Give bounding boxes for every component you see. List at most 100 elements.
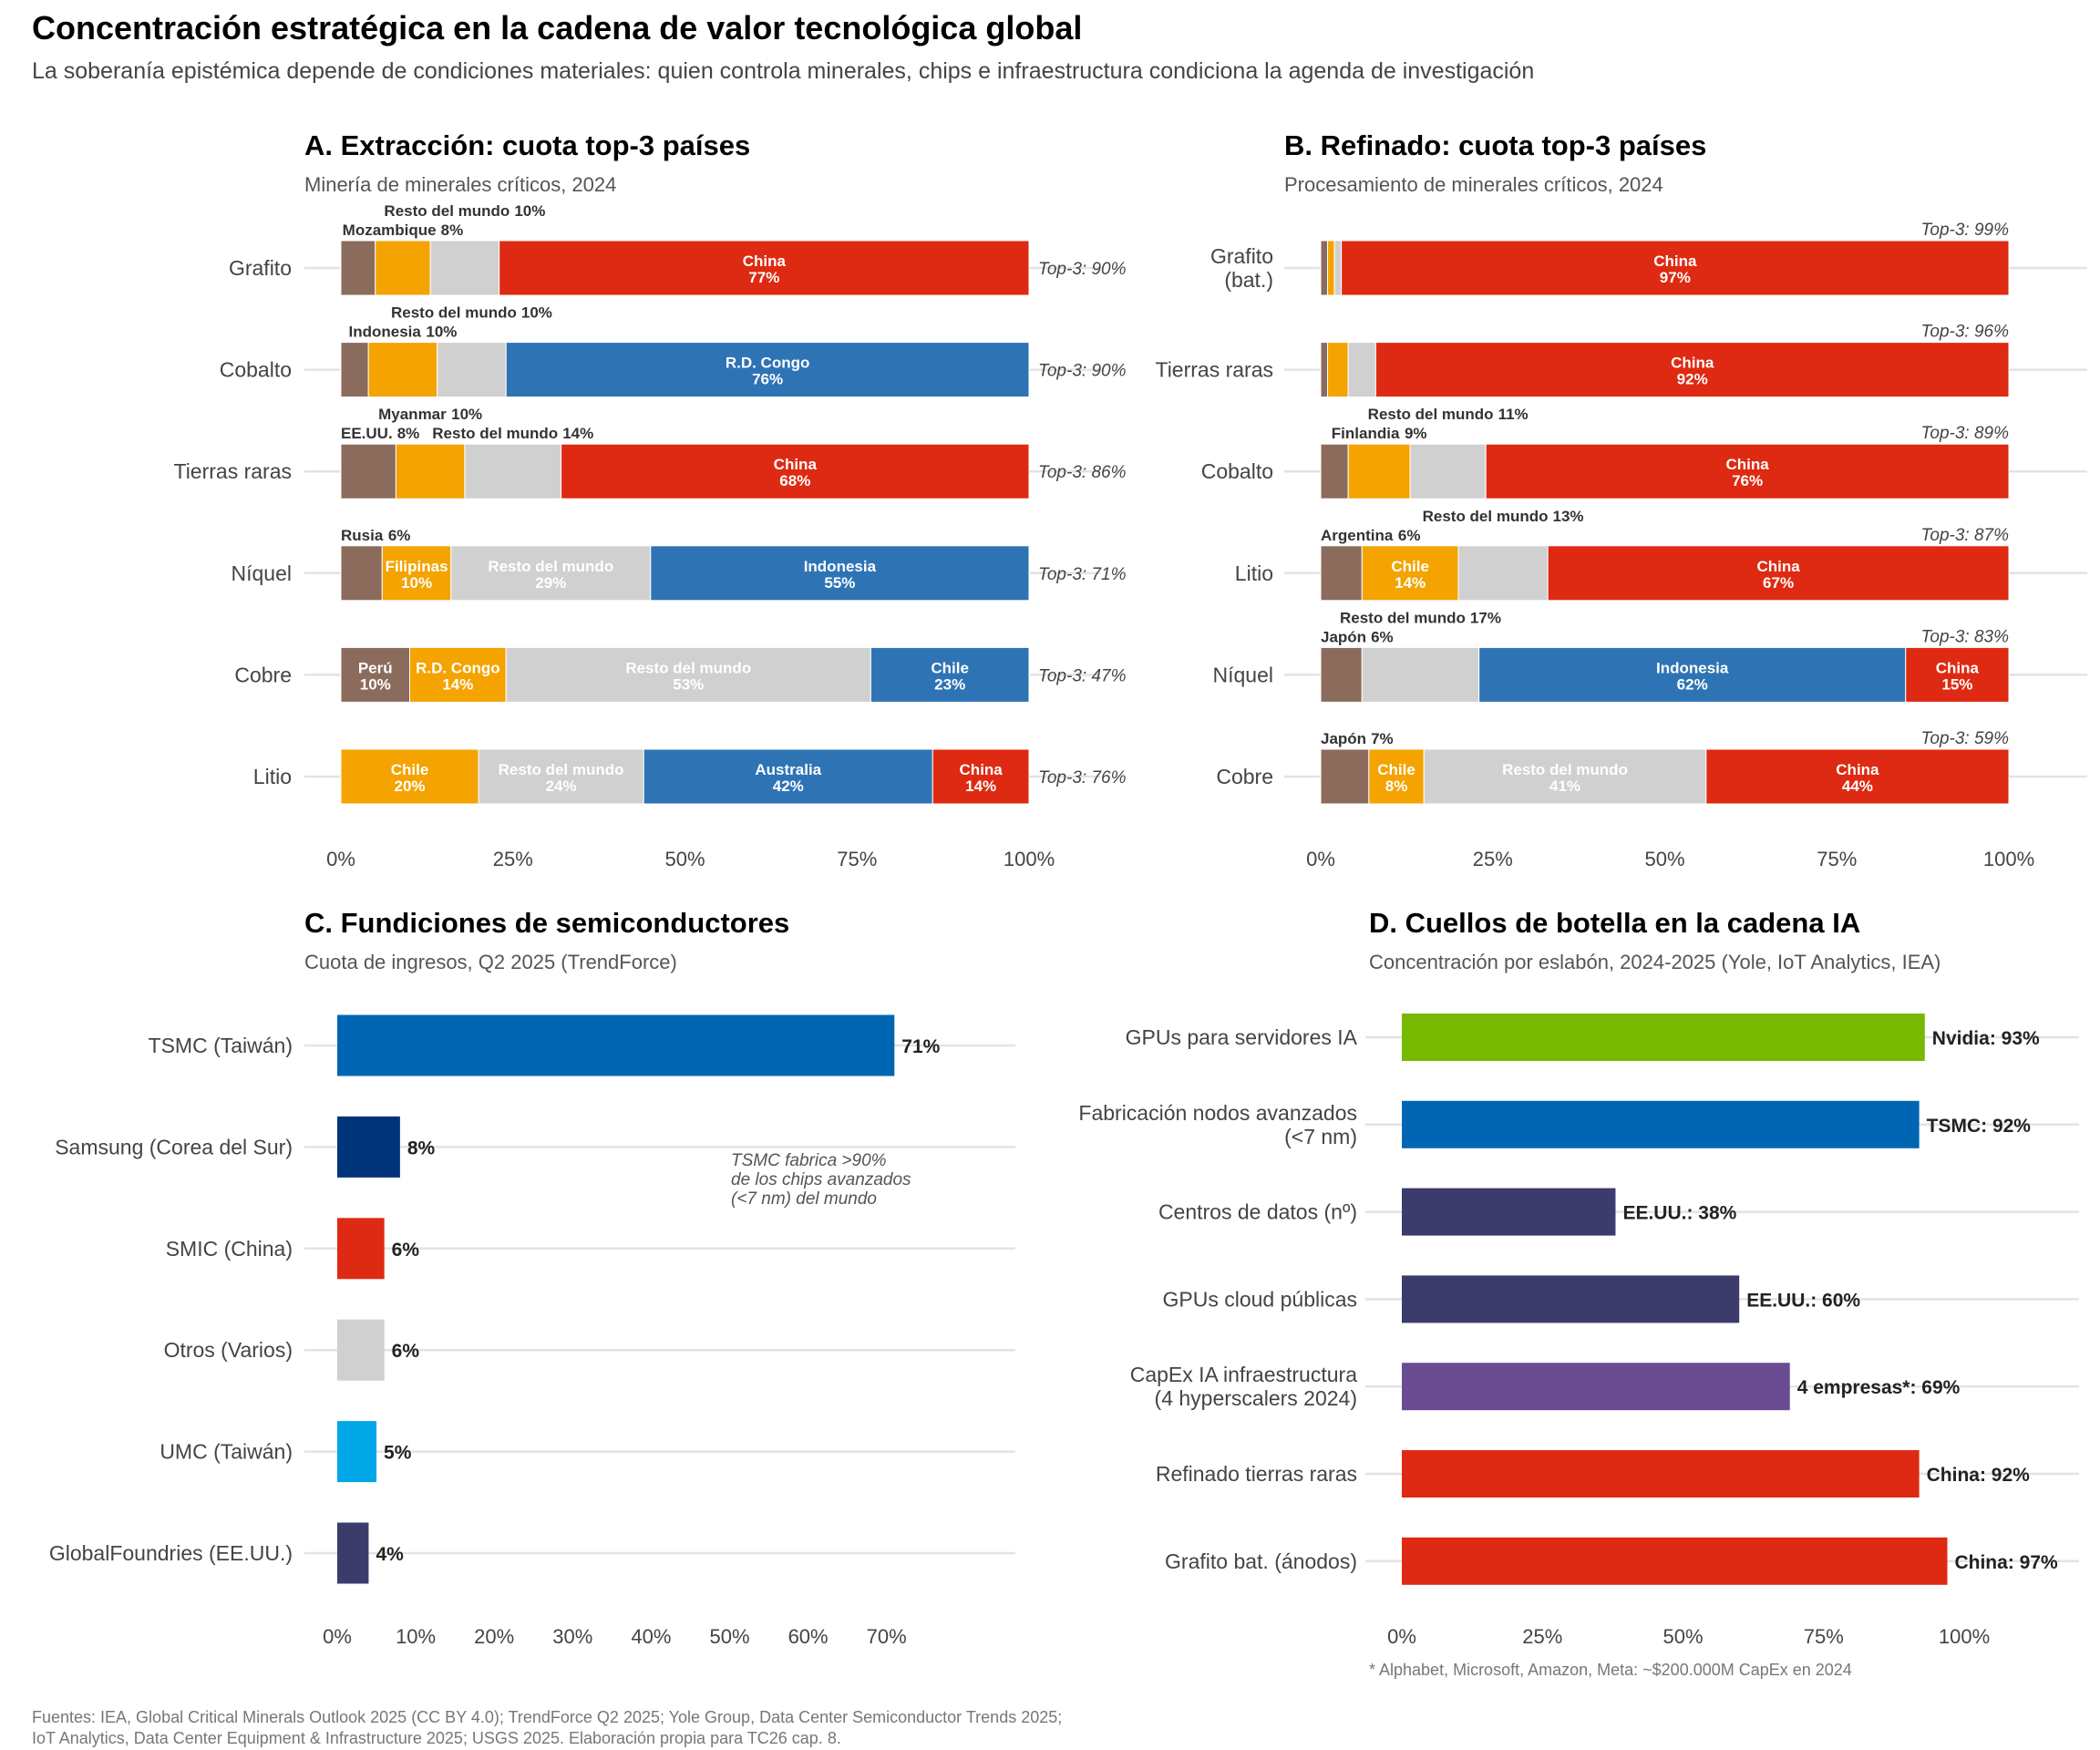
segment-name-label: Resto del mundo	[391, 304, 517, 322]
bar-segment	[1327, 240, 1335, 296]
bar-segment	[1547, 545, 2010, 602]
bar	[1402, 1014, 1925, 1061]
bar-value-label: Nvidia: 93%	[1932, 1028, 2040, 1049]
top3-label: Top-3: 87%	[1921, 526, 2010, 545]
figure-title: Concentración estratégica en la cadena d…	[32, 9, 1082, 46]
category-label: SMIC (China)	[166, 1237, 293, 1261]
bar-segment	[1320, 342, 1329, 398]
top3-label: Top-3: 90%	[1038, 362, 1127, 381]
bar	[337, 1421, 377, 1483]
bar-segment	[464, 443, 562, 499]
category-label: Grafito	[1210, 244, 1273, 268]
bar-segment	[340, 342, 369, 398]
x-tick-label: 25%	[1473, 848, 1513, 870]
segment-name-label: Filipinas	[386, 558, 448, 575]
bar-segment	[505, 646, 871, 703]
top3-label: Top-3: 71%	[1038, 565, 1127, 584]
category-label: Fabricación nodos avanzados	[1078, 1101, 1357, 1125]
bar-segment	[1320, 545, 1363, 602]
bar-segment	[340, 748, 479, 805]
top3-label: Top-3: 96%	[1921, 323, 2010, 342]
bar-segment	[932, 748, 1030, 805]
x-tick-label: 50%	[709, 1625, 749, 1648]
top3-label: Top-3: 99%	[1921, 221, 2010, 240]
panel-c-foundries: C. Fundiciones de semiconductores Cuota d…	[49, 907, 1015, 1648]
segment-name-label: Resto del mundo	[625, 659, 751, 676]
segment-value-label: 7%	[1371, 730, 1394, 747]
bar-segment	[499, 240, 1030, 296]
segment-name-label: Resto del mundo	[1423, 508, 1549, 525]
segment-value-label: 53%	[673, 675, 704, 693]
segment-value-label: 14%	[562, 425, 593, 442]
segment-value-label: 13%	[1553, 508, 1584, 525]
bar-segment	[643, 748, 933, 805]
segment-value-label: 14%	[965, 777, 996, 795]
x-tick-label: 100%	[1983, 848, 2034, 870]
x-tick-label: 100%	[1939, 1625, 1990, 1648]
bar	[1402, 1188, 1616, 1236]
bar-segment	[1485, 443, 2010, 499]
segment-name-label: China	[774, 456, 818, 473]
segment-name-label: Mozambique	[343, 221, 437, 239]
segment-value-label: 76%	[752, 371, 783, 388]
annotation-text: TSMC fabrica >90%	[731, 1151, 887, 1170]
segment-value-label: 10%	[401, 574, 432, 592]
bar	[337, 1014, 895, 1076]
segment-name-label: Resto del mundo	[488, 558, 613, 575]
x-tick-label: 75%	[1817, 848, 1857, 870]
category-label: Cobalto	[220, 358, 292, 382]
segment-name-label: Resto del mundo	[432, 425, 558, 442]
bar-value-label: TSMC: 92%	[1927, 1116, 2032, 1137]
category-label: CapEx IA infraestructura	[1130, 1363, 1357, 1386]
x-tick-label: 100%	[1004, 848, 1055, 870]
x-tick-label: 10%	[396, 1625, 436, 1648]
footer-sources-line-2: IoT Analytics, Data Center Equipment & I…	[32, 1729, 841, 1747]
segment-value-label: 55%	[824, 574, 855, 592]
bar-segment	[870, 646, 1030, 703]
segment-name-label: Indonesia	[348, 324, 421, 341]
segment-name-label: Indonesia	[804, 558, 877, 575]
bar-segment	[1368, 748, 1425, 805]
segment-value-label: 68%	[779, 472, 810, 489]
bar-segment	[1409, 443, 1487, 499]
segment-value-label: 17%	[1470, 609, 1501, 626]
bar-segment	[1457, 545, 1549, 602]
x-tick-label: 40%	[631, 1625, 671, 1648]
top3-label: Top-3: 89%	[1921, 424, 2010, 443]
bar	[1402, 1363, 1790, 1411]
segment-value-label: 24%	[546, 777, 577, 795]
segment-value-label: 10%	[451, 406, 482, 423]
category-label: GPUs cloud públicas	[1163, 1287, 1358, 1311]
bar-segment	[650, 545, 1030, 602]
bar-segment	[395, 443, 466, 499]
bar-segment	[505, 342, 1030, 398]
bar-value-label: 8%	[407, 1138, 436, 1158]
segment-name-label: R.D. Congo	[726, 355, 810, 372]
segment-name-label: Resto del mundo	[1340, 609, 1466, 626]
category-label: Cobre	[234, 663, 292, 686]
bar-segment	[1333, 240, 1343, 296]
bar-segment	[1705, 748, 2010, 805]
category-label: (bat.)	[1224, 268, 1273, 292]
bar-value-label: 5%	[384, 1443, 412, 1464]
x-tick-label: 50%	[1662, 1625, 1703, 1648]
x-tick-label: 75%	[837, 848, 877, 870]
segment-name-label: Argentina	[1321, 527, 1394, 544]
x-tick-label: 60%	[788, 1625, 829, 1648]
category-label: Grafito	[229, 256, 292, 280]
segment-value-label: 44%	[1842, 777, 1873, 795]
annotation-text: (<7 nm) del mundo	[731, 1189, 877, 1209]
segment-value-label: 14%	[1395, 574, 1426, 592]
category-label: (4 hyperscalers 2024)	[1155, 1386, 1357, 1410]
panel-title: B. Refinado: cuota top-3 países	[1284, 129, 1706, 161]
bar-value-label: 4%	[376, 1544, 404, 1565]
segment-value-label: 20%	[394, 777, 425, 795]
segment-name-label: Perú	[358, 659, 393, 676]
bar-segment	[1374, 342, 2010, 398]
segment-value-label: 67%	[1763, 574, 1794, 592]
segment-value-label: 11%	[1498, 406, 1529, 423]
segment-value-label: 6%	[1398, 527, 1421, 544]
x-tick-label: 75%	[1804, 1625, 1844, 1648]
bar-value-label: 6%	[392, 1240, 420, 1261]
